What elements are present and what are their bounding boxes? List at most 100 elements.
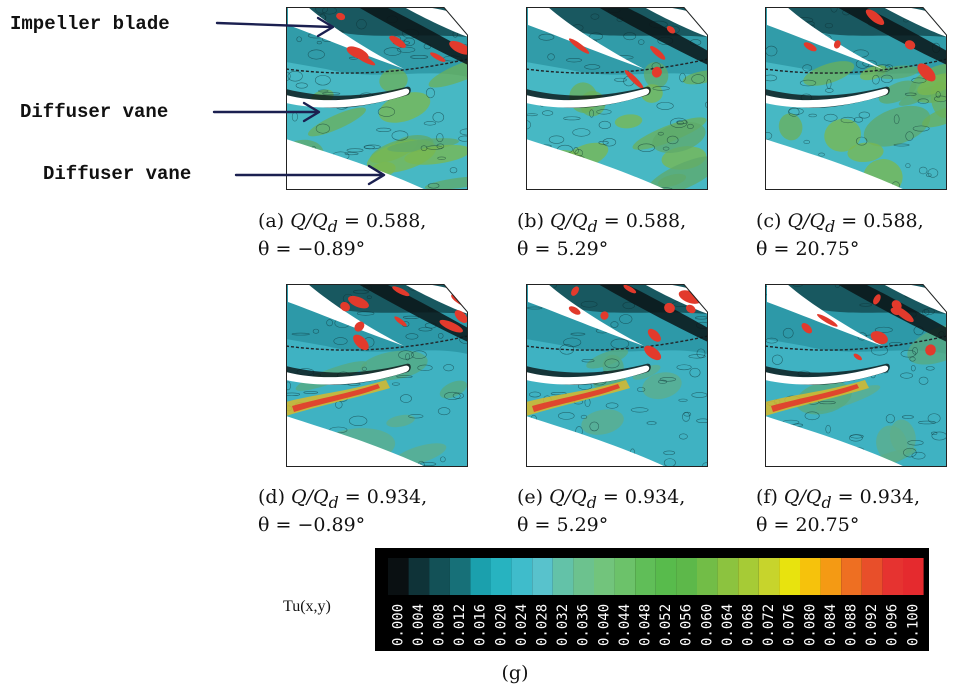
caption-f: (f) Q/Qd = 0.934, θ = 20.75° [756,486,920,537]
colorbar-swatch [841,558,862,595]
colorbar-swatch [573,558,594,595]
colorbar-swatch [594,558,615,595]
colorbar-swatch [388,558,409,595]
caption-b-tag: (b) [517,210,544,232]
diffuser-vane-label-upper: Diffuser vane [20,101,169,123]
caption-b-sub: d [587,216,598,236]
colorbar-tick-label: 0.044 [617,604,633,646]
caption-e-tag: (e) [517,486,544,508]
colorbar-swatch [449,558,471,595]
colorbar-tick-label: 0.024 [514,604,530,646]
caption-c: (c) Q/Qd = 0.588, θ = 20.75° [756,210,924,261]
caption-d-value: = 0.934, [344,486,428,508]
caption-d: (d) Q/Qd = 0.934, θ = −0.89° [258,486,427,537]
colorbar-swatch [655,558,677,595]
caption-b-value: = 0.588, [603,210,687,232]
colorbar-swatch [882,558,903,595]
caption-f-sub: d [821,492,832,512]
caption-b: (b) Q/Qd = 0.588, θ = 5.29° [517,210,686,261]
diffuser-vane-label-lower: Diffuser vane [43,163,192,185]
caption-c-tag: (c) [756,210,782,232]
colorbar-swatch [614,558,636,595]
colorbar-tick-label: 0.032 [555,604,571,646]
caption-a-theta: θ = −0.89° [258,237,366,260]
caption-e-value: = 0.934, [602,486,686,508]
caption-a-sub: d [327,216,338,236]
caption-e-theta: θ = 5.29° [517,513,609,536]
colorbar-tick-label: 0.036 [576,604,592,646]
colorbar-tick-label: 0.064 [720,604,736,646]
colorbar-tick-label: 0.016 [473,604,489,646]
caption-c-sub: d [825,216,836,236]
caption-f-tag: (f) [756,486,778,508]
colorbar-tick-label: 0.100 [905,604,921,646]
colorbar-tick-label: 0.060 [699,604,715,646]
colorbar-tick-label: 0.040 [596,604,612,646]
colorbar: 0.000 0.004 0.008 0.012 0.016 0.020 0.024 0.028… [375,548,929,651]
colorbar-tick-label: 0.084 [823,604,839,646]
colorbar-tick-label: 0.020 [493,604,509,646]
caption-e-sub: d [586,492,597,512]
caption-c-ratio: Q/Q [787,210,826,232]
colorbar-tick-label: 0.088 [844,604,860,646]
colorbar-swatch [470,558,491,595]
panel-b [526,7,708,190]
colorbar-swatch [758,558,780,595]
caption-f-theta: θ = 20.75° [756,513,860,536]
colorbar-tick-label: 0.072 [761,604,777,646]
panel-e [526,284,708,467]
colorbar-tick-label: 0.068 [741,604,757,646]
colorbar-swatch [635,558,656,595]
colorbar-swatch [408,558,430,595]
colorbar-tick-label: 0.048 [638,604,654,646]
colorbar-swatch [491,558,512,595]
panel-f [765,284,947,467]
caption-c-value: = 0.588, [841,210,924,232]
caption-d-ratio: Q/Q [291,486,329,508]
colorbar-tick-label: 0.012 [452,604,468,646]
colorbar-tick-label: 0.000 [390,604,406,646]
caption-b-theta: θ = 5.29° [517,237,609,260]
caption-e: (e) Q/Qd = 0.934, θ = 5.29° [517,486,685,537]
colorbar-tick-label: 0.092 [864,604,880,646]
colorbar-tick-label: 0.028 [535,604,551,646]
caption-a-tag: (a) [258,210,285,232]
caption-a-value: = 0.588, [343,210,427,232]
colorbar-variable-label: Tu(x,y) [283,598,331,615]
panel-c [765,7,947,190]
caption-b-ratio: Q/Q [550,210,588,232]
panel-d [286,284,468,467]
caption-d-tag: (d) [258,486,285,508]
colorbar-tick-label: 0.052 [658,604,674,646]
colorbar-swatch [511,558,533,595]
caption-f-ratio: Q/Q [783,486,822,508]
caption-d-theta: θ = −0.89° [258,513,366,536]
caption-a-ratio: Q/Q [290,210,328,232]
caption-d-sub: d [328,492,339,512]
colorbar-swatch [552,558,574,595]
caption-c-theta: θ = 20.75° [756,237,860,260]
caption-e-ratio: Q/Q [549,486,587,508]
colorbar-tick-label: 0.080 [802,604,818,646]
colorbar-swatch [800,558,821,595]
colorbar-swatch [532,558,553,595]
colorbar-tick-label: 0.004 [411,604,427,646]
panel-a [286,7,468,190]
colorbar-swatch [429,558,450,595]
caption-f-value: = 0.934, [837,486,921,508]
colorbar-swatch [779,558,800,595]
colorbar-swatch [676,558,697,595]
colorbar-tick-label: 0.008 [432,604,448,646]
colorbar-tick-label: 0.076 [782,604,798,646]
colorbar-swatch [861,558,883,595]
caption-a: (a) Q/Qd = 0.588, θ = −0.89° [258,210,426,261]
impeller-blade-label: Impeller blade [10,13,170,35]
colorbar-tick-label: 0.056 [679,604,695,646]
colorbar-tick-label: 0.096 [885,604,901,646]
colorbar-swatch [903,558,924,595]
colorbar-swatch [697,558,718,595]
colorbar-swatch [717,558,739,595]
colorbar-swatch [738,558,759,595]
subcaption-g: (g) [501,662,529,684]
colorbar-swatch [820,558,842,595]
